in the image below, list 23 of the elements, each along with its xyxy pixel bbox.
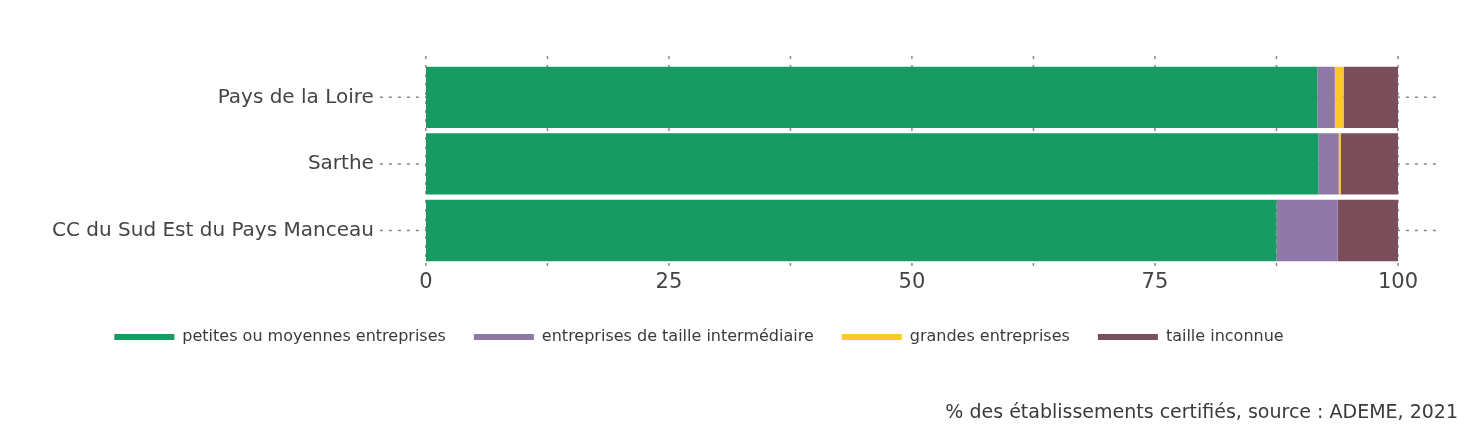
- bar: [425, 199, 1277, 262]
- x-tick-label: 75: [1141, 268, 1169, 293]
- bar: [1318, 133, 1339, 195]
- bar: [1334, 66, 1344, 128]
- y-tick-label: Pays de la Loire: [217, 83, 374, 108]
- bar: [425, 133, 1319, 195]
- bar: [1276, 199, 1338, 262]
- x-tick-label: 25: [655, 268, 683, 293]
- x-tick-label: 0: [419, 268, 433, 293]
- bar: [1337, 199, 1398, 262]
- bar: [1340, 133, 1398, 195]
- legend-label: entreprises de taille intermédiaire: [541, 326, 814, 346]
- bar: [1343, 66, 1398, 128]
- x-tick-label: 100: [1377, 268, 1419, 293]
- x-tick-label: 50: [898, 268, 926, 293]
- legend-label: petites ou moyennes entreprises: [182, 326, 446, 346]
- bar: [1317, 66, 1335, 128]
- legend-label: taille inconnue: [1165, 326, 1284, 346]
- text: % des établissements certifiés, source : ADEME, 2021: [945, 400, 1458, 422]
- y-tick-label: Sarthe: [307, 150, 374, 175]
- bar: [425, 66, 1318, 128]
- y-tick-label: CC du Sud Est du Pays Manceau: [52, 216, 374, 241]
- legend-label: grandes entreprises: [909, 326, 1070, 346]
